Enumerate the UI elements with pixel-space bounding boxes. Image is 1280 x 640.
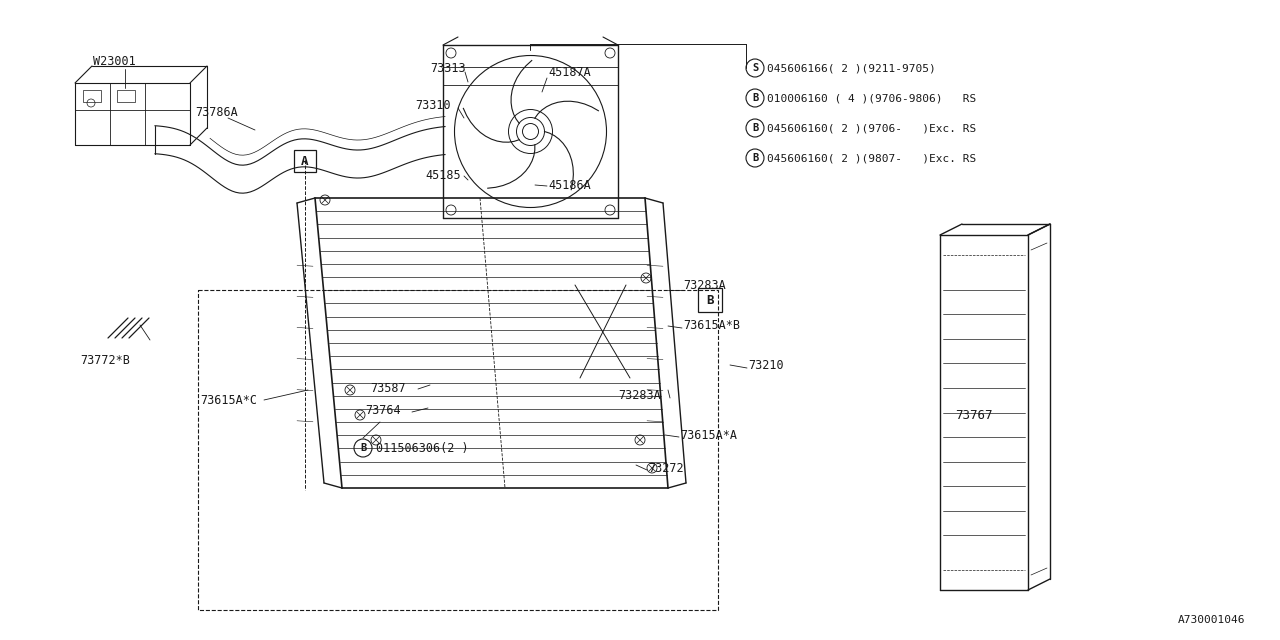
Text: B: B [751,153,758,163]
Text: 045606160( 2 )(9807-   )Exc. RS: 045606160( 2 )(9807- )Exc. RS [767,153,977,163]
Text: S: S [751,63,758,73]
Bar [698,288,722,312]
Text: 045606160( 2 )(9706-   )Exc. RS: 045606160( 2 )(9706- )Exc. RS [767,123,977,133]
Text: A730001046: A730001046 [1178,615,1245,625]
Text: 73283A: 73283A [684,278,726,291]
Bar [116,90,134,102]
Text: 73767: 73767 [955,408,992,422]
Text: 73786A: 73786A [195,106,238,118]
Text: 73272: 73272 [648,461,684,474]
Text: 45187A: 45187A [548,65,591,79]
Text: W23001: W23001 [93,54,136,67]
Text: 73764: 73764 [365,403,401,417]
Text: 73283A: 73283A [618,388,660,401]
Text: A: A [301,154,308,168]
Bar [83,90,101,102]
Text: 45185: 45185 [425,168,461,182]
Text: 73615A*B: 73615A*B [684,319,740,332]
Text: B: B [360,443,366,453]
Text: 73587: 73587 [370,381,406,394]
Text: B: B [751,93,758,103]
Text: 73772*B: 73772*B [81,353,129,367]
Text: 73210: 73210 [748,358,783,371]
Text: B: B [751,123,758,133]
Text: 73310: 73310 [415,99,451,111]
Text: 45186A: 45186A [548,179,591,191]
Text: B: B [707,294,714,307]
Text: 045606166( 2 )(9211-9705): 045606166( 2 )(9211-9705) [767,63,936,73]
Text: 010006160 ( 4 )(9706-9806)   RS: 010006160 ( 4 )(9706-9806) RS [767,93,977,103]
Bar [294,150,316,172]
Bar [198,290,718,610]
Text: 73615A*C: 73615A*C [200,394,257,406]
Text: 011506306(2 ): 011506306(2 ) [376,442,468,454]
Text: 73313: 73313 [430,61,466,74]
Text: 73615A*A: 73615A*A [680,429,737,442]
